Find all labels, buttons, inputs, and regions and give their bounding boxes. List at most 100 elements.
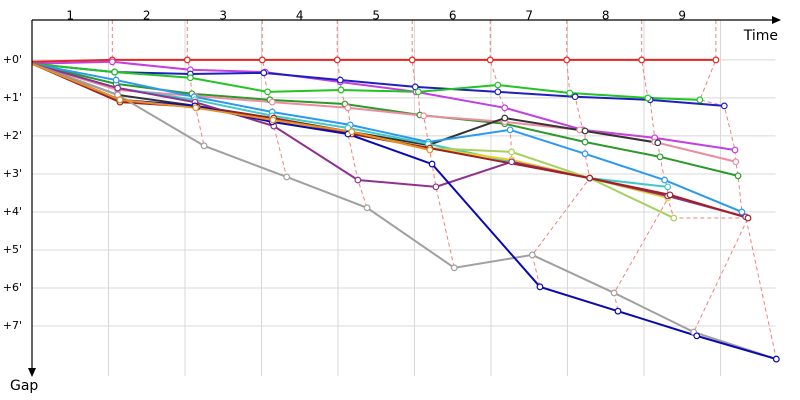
point [738, 208, 746, 216]
point [426, 146, 434, 154]
point [664, 183, 672, 191]
y-tick-label: +7' [3, 319, 22, 332]
point [112, 76, 120, 84]
point [528, 251, 536, 259]
y-tick-label: +2' [3, 129, 22, 142]
point [586, 174, 594, 182]
series-line [31, 58, 716, 63]
point [348, 128, 356, 136]
point [576, 126, 584, 134]
x-tick-label: 8 [602, 9, 610, 23]
y-tick-label: +6' [3, 281, 22, 294]
x-tick-label: 7 [525, 9, 533, 23]
series-points [108, 56, 780, 363]
x-tick-label: 1 [66, 9, 74, 23]
y-tick-label: +5' [3, 243, 22, 256]
point [732, 158, 740, 166]
point [268, 98, 276, 106]
y-tick-label: +4' [3, 205, 22, 218]
point [581, 150, 589, 158]
point [337, 86, 345, 94]
point [420, 112, 428, 120]
point [571, 93, 579, 101]
point [108, 58, 116, 66]
point [508, 158, 516, 166]
point [114, 84, 122, 92]
y-tick-label: +0' [3, 53, 22, 66]
point [731, 146, 739, 154]
point [696, 96, 704, 104]
point [116, 96, 124, 104]
y-tick-label: +1' [3, 91, 22, 104]
point [450, 264, 458, 272]
point [428, 160, 436, 168]
point [411, 83, 419, 91]
point [712, 56, 720, 64]
point [610, 289, 618, 297]
point [581, 127, 589, 135]
series-line [31, 62, 777, 361]
point [644, 94, 652, 102]
point [260, 69, 268, 77]
point [111, 68, 119, 76]
point [183, 56, 191, 64]
series-line [31, 60, 736, 151]
point [363, 204, 371, 212]
point [638, 56, 646, 64]
point [563, 56, 571, 64]
point [186, 74, 194, 82]
point [614, 307, 622, 315]
x-tick-label: 5 [372, 9, 380, 23]
point [772, 355, 780, 363]
point [670, 214, 678, 222]
point [654, 139, 662, 147]
point [354, 176, 362, 184]
x-axis-label: Time [743, 28, 778, 44]
lap-line [699, 20, 777, 360]
point [494, 88, 502, 96]
point [656, 153, 664, 161]
point [283, 173, 291, 181]
point [581, 138, 589, 146]
point [693, 332, 701, 340]
point [414, 88, 422, 96]
x-tick-label: 2 [143, 9, 151, 23]
series-lines [31, 58, 777, 361]
y-axis-label: Gap [10, 378, 38, 394]
series-line [31, 62, 777, 361]
point [486, 56, 494, 64]
point [666, 191, 674, 199]
point [734, 172, 742, 180]
point [720, 102, 728, 110]
series-line [31, 62, 739, 177]
lap-line [261, 20, 288, 178]
series-line [31, 62, 725, 107]
x-tick-label: 4 [296, 9, 304, 23]
point [501, 104, 509, 112]
point [536, 283, 544, 291]
point [408, 56, 416, 64]
point [744, 214, 752, 222]
point [344, 104, 352, 112]
point [494, 81, 502, 89]
point [432, 183, 440, 191]
x-tick-label: 6 [449, 9, 457, 23]
point [258, 56, 266, 64]
x-tick-label: 3 [219, 9, 227, 23]
point [661, 176, 669, 184]
series-line [31, 62, 743, 213]
point [200, 142, 208, 150]
point [192, 104, 200, 112]
point [269, 116, 277, 124]
point [566, 89, 574, 97]
lap-line [186, 20, 205, 146]
series-line [31, 62, 431, 151]
point [508, 148, 516, 156]
x-tick-label: 9 [678, 9, 686, 23]
point [333, 56, 341, 64]
point [336, 76, 344, 84]
point [501, 114, 509, 122]
point [264, 88, 272, 96]
point [506, 126, 514, 134]
